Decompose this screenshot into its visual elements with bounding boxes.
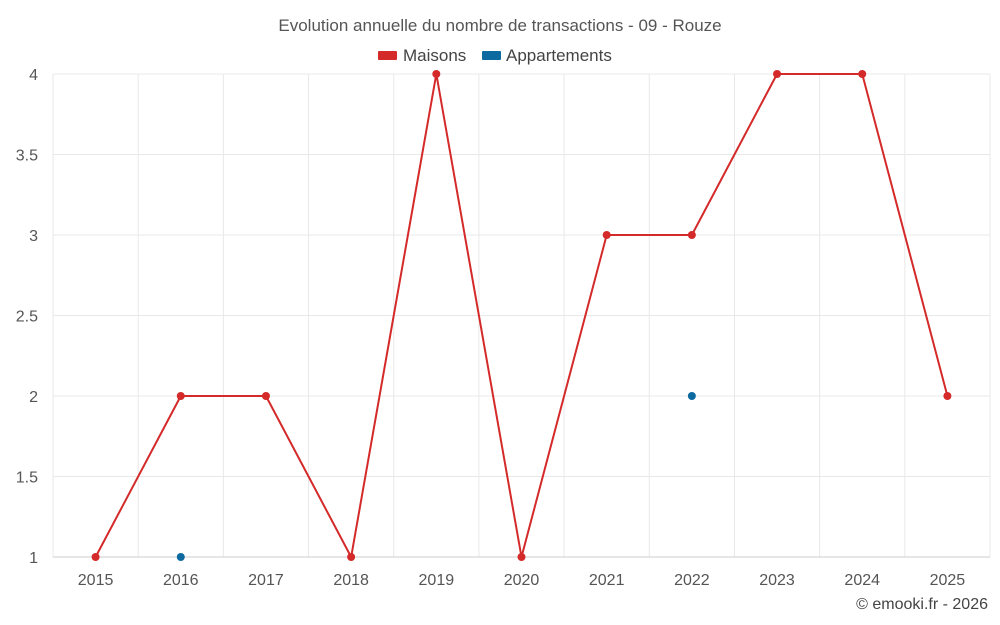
y-tick-label: 2 [29,389,38,406]
legend-swatch-maisons [378,51,397,60]
x-axis: 2015 2016 2017 2018 2019 2020 2021 2022 2023 2024… [53,556,990,589]
grid [52,73,991,558]
point-maisons-2019[interactable] [432,70,441,78]
point-appartements-2016[interactable] [176,553,185,561]
y-tick-label: 4 [29,67,38,84]
x-tick-label: 2023 [759,572,795,589]
point-appartements-2022[interactable] [687,392,696,400]
series [91,70,952,561]
y-tick-label: 3.5 [16,148,38,165]
x-tick-label: 2022 [674,572,710,589]
legend-label-appartements: Appartements [506,46,612,65]
point-maisons-2023[interactable] [773,70,782,78]
legend-item-maisons[interactable]: Maisons [378,46,466,65]
point-maisons-2022[interactable] [687,231,696,239]
point-maisons-2020[interactable] [517,553,526,561]
legend: Maisons Appartements [378,46,612,65]
point-maisons-2024[interactable] [858,70,867,78]
x-tick-label: 2019 [419,572,455,589]
point-maisons-2017[interactable] [261,392,270,400]
point-maisons-2021[interactable] [602,231,611,239]
legend-label-maisons: Maisons [403,46,466,65]
legend-swatch-appartements [482,51,501,60]
x-tick-label: 2017 [248,572,284,589]
x-tick-label: 2025 [930,572,966,589]
x-tick-label: 2020 [504,572,540,589]
x-tick-label: 2018 [333,572,369,589]
y-tick-label: 3 [29,228,38,245]
point-maisons-2015[interactable] [91,553,100,561]
legend-item-appartements[interactable]: Appartements [482,46,612,65]
point-maisons-2025[interactable] [943,392,952,400]
credit-text: © emooki.fr - 2026 [856,596,988,613]
x-tick-label: 2015 [78,572,114,589]
x-tick-label: 2024 [844,572,880,589]
y-axis: 1 1.5 2 2.5 3 3.5 4 [16,67,38,567]
point-maisons-2016[interactable] [176,392,185,400]
y-tick-label: 1.5 [16,470,38,487]
y-tick-label: 1 [29,550,38,567]
y-tick-label: 2.5 [16,309,38,326]
x-tick-label: 2016 [163,572,199,589]
chart-title: Evolution annuelle du nombre de transact… [278,16,721,35]
point-maisons-2018[interactable] [347,553,356,561]
x-tick-label: 2021 [589,572,625,589]
